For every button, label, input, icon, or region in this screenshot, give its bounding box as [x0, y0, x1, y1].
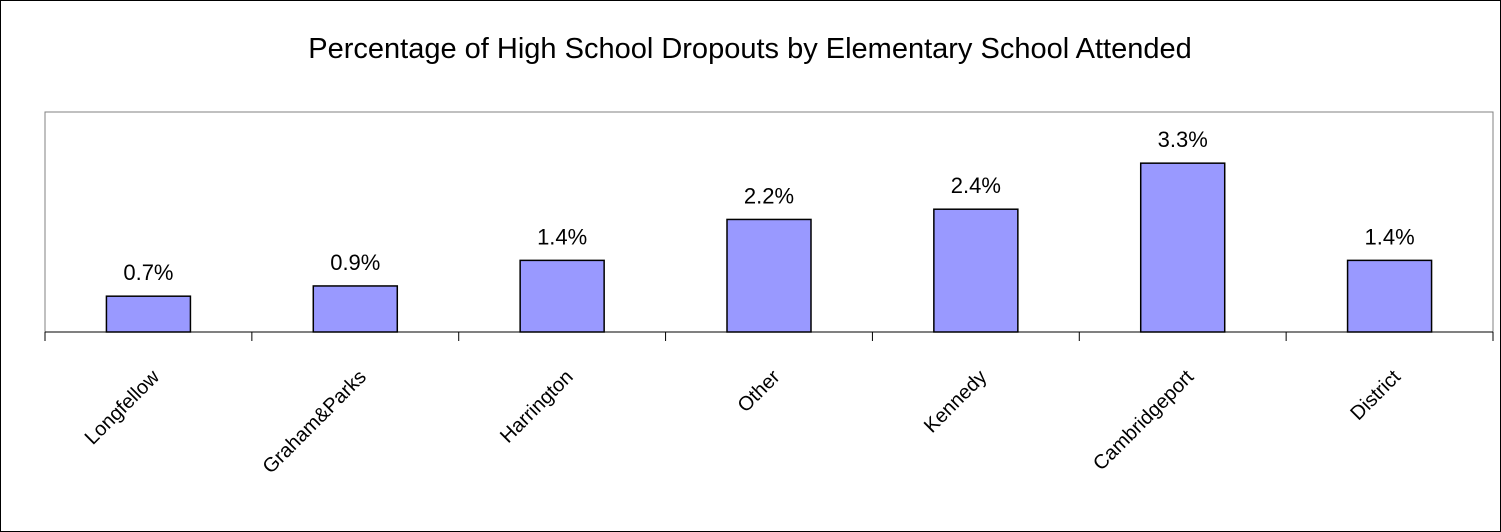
data-label: 2.2% — [744, 183, 794, 208]
bar-other — [726, 218, 812, 333]
x-tick-label: Other — [734, 366, 785, 417]
x-tick-label: Harrington — [496, 366, 578, 448]
chart-title: Percentage of High School Dropouts by El… — [308, 33, 1191, 65]
data-labels-group: 0.7% 0.9% 1.4% 2.2% 2.4% 3.3% 1.4% — [123, 127, 1414, 285]
x-axis-ticks — [44, 332, 1494, 341]
x-tick-label: Longfellow — [81, 366, 165, 450]
bar-kennedy — [933, 208, 1019, 333]
bar-longfellow — [105, 295, 192, 333]
data-label: 1.4% — [537, 224, 587, 249]
bar-district — [1346, 259, 1433, 333]
x-axis-tick-labels: Longfellow Graham&Parks Harrington Other Ken… — [81, 366, 1406, 479]
bar-harrington — [519, 259, 605, 333]
data-label: 3.3% — [1158, 127, 1208, 152]
data-label: 2.4% — [951, 173, 1001, 198]
bar-graham-parks — [312, 285, 399, 333]
data-label: 0.9% — [330, 250, 380, 275]
x-tick-label: Kennedy — [920, 366, 991, 437]
x-tick-label: Graham&Parks — [259, 366, 371, 478]
bars-group — [105, 162, 1433, 333]
x-tick-label: District — [1346, 366, 1405, 425]
data-label: 1.4% — [1364, 224, 1414, 249]
x-tick-label: Cambridgeport — [1089, 366, 1198, 475]
bar-cambridgeport — [1139, 162, 1226, 333]
data-label: 0.7% — [123, 260, 173, 285]
